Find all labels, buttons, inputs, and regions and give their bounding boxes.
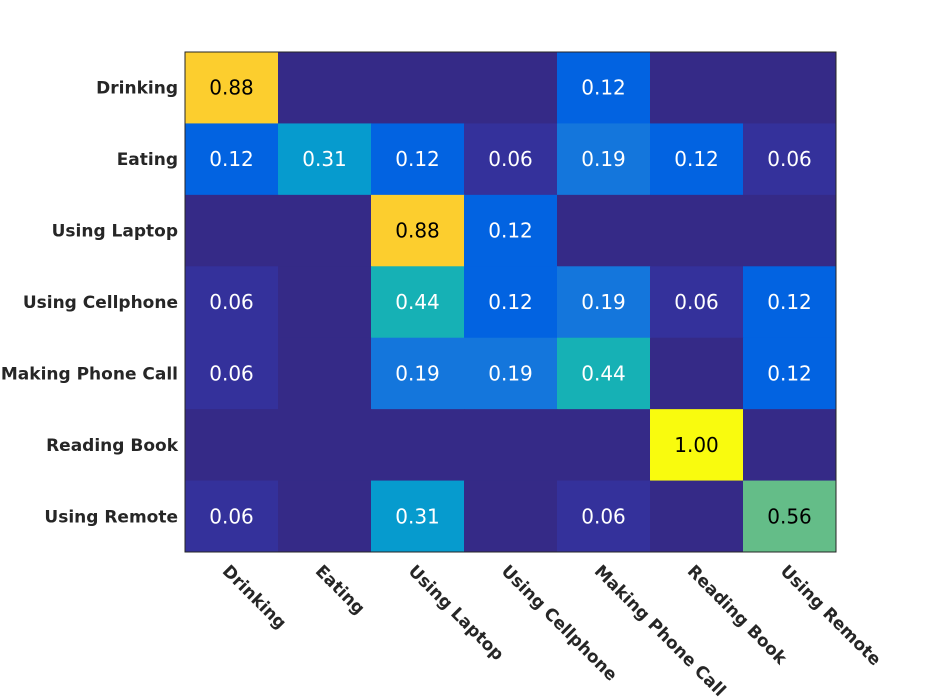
cell-reading-book-drinking: [185, 409, 279, 482]
cell-label-eating-using-cellphone: 0.06: [488, 147, 533, 171]
cell-label-using-cellphone-using-laptop: 0.44: [395, 290, 440, 314]
cell-label-eating-making-phone-call: 0.19: [581, 147, 626, 171]
cell-using-laptop-making-phone-call: [557, 194, 651, 267]
cell-using-laptop-reading-book: [650, 194, 744, 267]
column-label-using-laptop: Using Laptop: [404, 561, 508, 665]
cell-making-phone-call-eating: [278, 337, 372, 410]
cell-making-phone-call-drinking: [185, 337, 279, 410]
cell-label-making-phone-call-drinking: 0.06: [209, 361, 254, 385]
cell-using-cellphone-eating: [278, 266, 372, 339]
cell-label-making-phone-call-using-laptop: 0.19: [395, 361, 440, 385]
cell-label-making-phone-call-using-cellphone: 0.19: [488, 361, 533, 385]
cell-eating-using-cellphone: [464, 123, 558, 196]
cell-using-cellphone-using-cellphone: [464, 266, 558, 339]
cell-label-using-laptop-using-laptop: 0.88: [395, 219, 440, 243]
column-label-eating: Eating: [311, 561, 368, 618]
row-label-drinking: Drinking: [96, 79, 178, 99]
cell-using-cellphone-using-laptop: [371, 266, 465, 339]
cell-reading-book-using-laptop: [371, 409, 465, 482]
cell-reading-book-using-remote: [743, 409, 837, 482]
heatmap-cell-labels: 0.88 0.12 0.12 0.31 0.12 0.06 0.19 0.12 0.06 0.88…: [209, 76, 812, 529]
cell-label-using-cellphone-using-cellphone: 0.12: [488, 290, 533, 314]
cell-label-drinking-drinking: 0.88: [209, 76, 254, 100]
cell-label-eating-eating: 0.31: [302, 147, 347, 171]
cell-using-remote-reading-book: [650, 480, 744, 553]
cell-label-making-phone-call-making-phone-call: 0.44: [581, 361, 626, 385]
cell-using-cellphone-using-remote: [743, 266, 837, 339]
cell-using-cellphone-making-phone-call: [557, 266, 651, 339]
column-label-using-remote: Using Remote: [776, 561, 885, 670]
cell-label-eating-drinking: 0.12: [209, 147, 254, 171]
cell-using-laptop-using-cellphone: [464, 194, 558, 267]
cell-reading-book-using-cellphone: [464, 409, 558, 482]
cell-eating-drinking: [185, 123, 279, 196]
cell-label-eating-using-laptop: 0.12: [395, 147, 440, 171]
cell-label-using-remote-making-phone-call: 0.06: [581, 504, 626, 528]
cell-label-eating-using-remote: 0.06: [767, 147, 812, 171]
cell-label-using-cellphone-reading-book: 0.06: [674, 290, 719, 314]
cell-label-using-laptop-using-cellphone: 0.12: [488, 219, 533, 243]
cell-using-cellphone-reading-book: [650, 266, 744, 339]
cell-using-remote-drinking: [185, 480, 279, 553]
cell-label-making-phone-call-using-remote: 0.12: [767, 361, 812, 385]
cell-making-phone-call-using-remote: [743, 337, 837, 410]
cell-reading-book-eating: [278, 409, 372, 482]
cell-reading-book-making-phone-call: [557, 409, 651, 482]
row-label-making-phone-call: Making Phone Call: [1, 364, 178, 384]
cell-using-remote-eating: [278, 480, 372, 553]
row-label-eating: Eating: [117, 150, 178, 170]
cell-label-using-remote-drinking: 0.06: [209, 504, 254, 528]
cell-drinking-using-laptop: [371, 52, 465, 124]
cell-making-phone-call-using-laptop: [371, 337, 465, 410]
row-label-reading-book: Reading Book: [46, 436, 179, 456]
cell-label-using-cellphone-using-remote: 0.12: [767, 290, 812, 314]
row-label-using-laptop: Using Laptop: [52, 222, 178, 242]
plot-frame: [184, 51, 837, 553]
cell-using-laptop-eating: [278, 194, 372, 267]
column-label-drinking: Drinking: [218, 561, 290, 633]
cell-making-phone-call-reading-book: [650, 337, 744, 410]
cell-drinking-using-cellphone: [464, 52, 558, 124]
cell-drinking-using-remote: [743, 52, 837, 124]
row-label-using-cellphone: Using Cellphone: [23, 293, 178, 313]
cell-eating-making-phone-call: [557, 123, 651, 196]
column-label-reading-book: Reading Book: [683, 561, 791, 669]
row-label-using-remote: Using Remote: [44, 507, 178, 527]
cell-using-laptop-using-remote: [743, 194, 837, 267]
cell-label-eating-reading-book: 0.12: [674, 147, 719, 171]
cell-eating-using-remote: [743, 123, 837, 196]
cell-drinking-eating: [278, 52, 372, 124]
cell-label-using-cellphone-making-phone-call: 0.19: [581, 290, 626, 314]
cell-reading-book-reading-book: [650, 409, 744, 482]
cell-eating-reading-book: [650, 123, 744, 196]
cell-label-drinking-making-phone-call: 0.12: [581, 76, 626, 100]
row-labels: Drinking Eating Using Laptop Using Cellphon…: [1, 79, 179, 528]
cell-label-using-cellphone-drinking: 0.06: [209, 290, 254, 314]
cell-drinking-reading-book: [650, 52, 744, 124]
cell-using-remote-using-remote: [743, 480, 837, 553]
cell-using-cellphone-drinking: [185, 266, 279, 339]
heatmap-cells: [185, 52, 837, 553]
cell-using-remote-using-laptop: [371, 480, 465, 553]
cell-making-phone-call-making-phone-call: [557, 337, 651, 410]
cell-eating-using-laptop: [371, 123, 465, 196]
cell-using-remote-using-cellphone: [464, 480, 558, 553]
cell-using-laptop-drinking: [185, 194, 279, 267]
cell-drinking-making-phone-call: [557, 52, 651, 124]
cell-using-remote-making-phone-call: [557, 480, 651, 553]
cell-eating-eating: [278, 123, 372, 196]
cell-making-phone-call-using-cellphone: [464, 337, 558, 410]
cell-label-using-remote-using-laptop: 0.31: [395, 504, 440, 528]
cell-label-reading-book-reading-book: 1.00: [674, 433, 719, 457]
cell-drinking-drinking: [185, 52, 279, 124]
cell-label-using-remote-using-remote: 0.56: [767, 504, 812, 528]
cell-using-laptop-using-laptop: [371, 194, 465, 267]
